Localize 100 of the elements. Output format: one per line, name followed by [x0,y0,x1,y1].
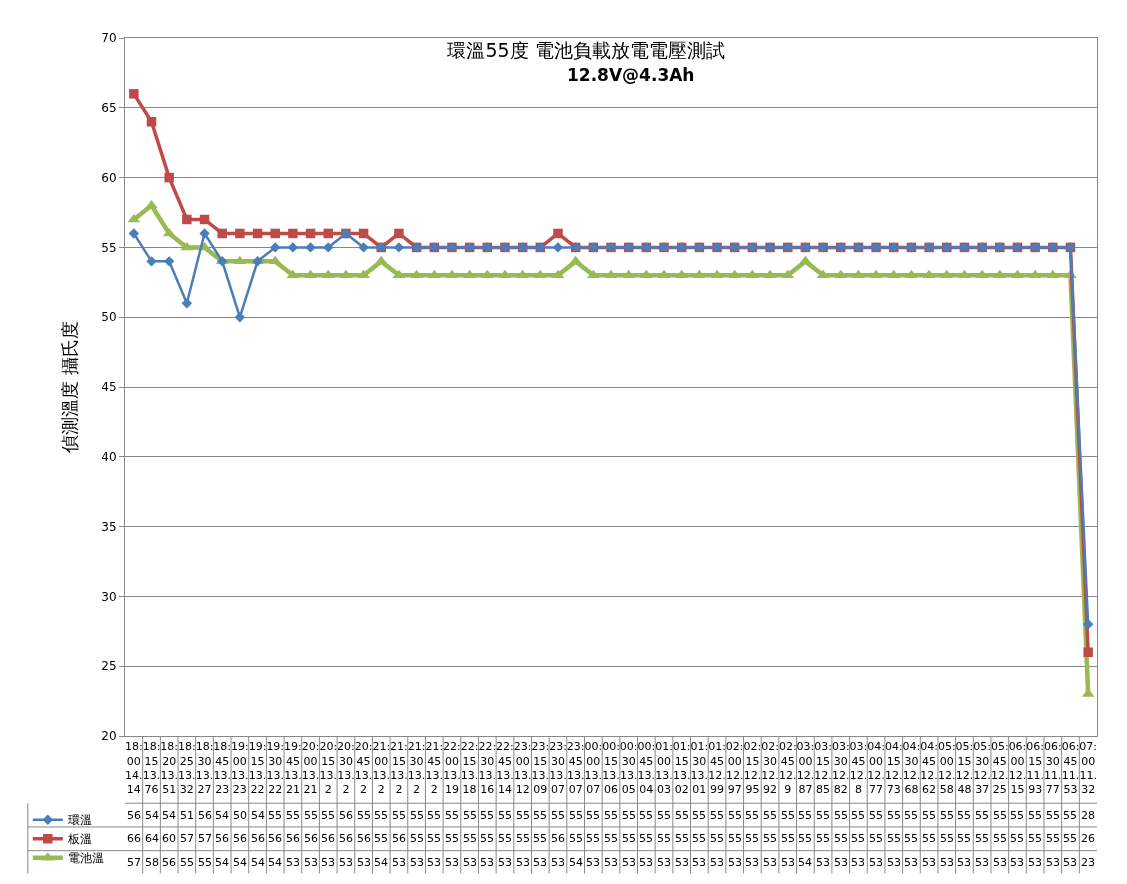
x-tick-label: 18:25 13.32 [178,740,196,797]
data-label: 55 [1010,809,1024,822]
data-label: 55 [957,809,971,822]
point [199,214,210,225]
point [164,172,174,183]
x-tick-label: 21:00 13.2 [372,740,391,797]
point [339,269,353,279]
data-label: 55 [851,809,865,822]
x-tick-label: 21:45 13.2 [425,740,444,797]
y-tick-label: 55 [101,240,117,255]
point [129,89,139,99]
data-label: 55 [463,809,477,822]
data-label: 55 [427,832,441,845]
data-label: 55 [781,832,795,845]
point [233,255,247,265]
data-label: 55 [710,809,724,822]
point [305,242,316,253]
x-tick-label: 22:00 13.19 [443,740,461,797]
x-tick-label: 21:30 13.2 [407,740,426,797]
data-label: 55 [869,809,883,822]
point [199,228,210,239]
data-label: 53 [498,856,512,869]
point [358,228,369,239]
data-label: 56 [215,832,229,845]
point [834,269,848,279]
point [234,312,246,323]
data-label: 57 [180,832,194,845]
data-label: 53 [728,856,742,869]
point [1082,619,1094,630]
point [586,269,600,279]
data-label: 55 [657,809,671,822]
legend-label: 環溫 [67,813,92,828]
x-tick-label: 22:15 13.18 [460,740,479,797]
y-tick-label: 60 [101,170,117,185]
data-label: 54 [162,809,176,822]
point [675,269,689,279]
data-label: 56 [392,832,406,845]
point [869,269,883,279]
data-label: 55 [639,809,653,822]
chart-title: 環溫55度 電池負載放電電壓測試 [447,38,725,61]
data-label: 55 [993,832,1007,845]
data-label: 55 [851,832,865,845]
data-label: 55 [922,832,936,845]
data-label: 53 [622,856,636,869]
data-label: 55 [675,832,689,845]
data-label: 50 [233,809,247,822]
x-tick-label: 23:45 13.07 [566,740,585,797]
x-tick-label: 20:15 13.2 [319,740,338,797]
data-label: 55 [728,832,742,845]
point [146,256,157,267]
point [358,242,369,253]
data-label: 28 [1081,809,1095,822]
point [181,298,193,309]
x-tick-label: 23:00 13.12 [513,740,532,797]
point [427,269,441,279]
y-tick-label: 25 [101,659,117,674]
point [252,228,263,239]
point [182,214,192,225]
data-label: 54 [798,856,812,869]
data-label: 53 [604,856,618,869]
x-tick-label: 03:00 12.87 [796,740,815,797]
data-label: 55 [445,809,459,822]
data-label: 55 [304,809,318,822]
data-label: 53 [586,856,600,869]
data-label: 53 [710,856,724,869]
data-label: 55 [940,832,954,845]
point [394,228,404,239]
point [127,213,141,223]
x-tick-label: 23:30 13.07 [549,740,567,797]
x-tick-label: 03:45 12.8 [849,740,868,797]
data-label: 53 [1046,856,1060,869]
point [693,269,706,279]
x-tick-label: 04:00 12.77 [867,740,885,797]
y-axis-title: 偵測溫度 攝氏度 [58,321,80,454]
x-tick-label: 19:30 13.22 [266,740,285,797]
point [286,269,300,279]
point [781,269,795,279]
x-tick-label: 06:45 11.53 [1061,740,1080,797]
point [516,269,529,279]
data-label: 57 [198,832,212,845]
data-label: 55 [781,809,795,822]
data-label: 53 [834,856,848,869]
data-label: 53 [904,856,918,869]
x-tick-label: 01:30 13.01 [690,740,709,797]
data-label: 56 [233,832,247,845]
data-label: 55 [904,809,918,822]
y-tick-label: 65 [101,101,117,115]
data-label: 53 [516,856,530,869]
point [905,269,918,279]
point [287,242,299,253]
data-label: 53 [745,856,759,869]
data-label: 53 [869,856,883,869]
data-label: 55 [1028,832,1042,845]
data-label: 56 [251,832,265,845]
legend-label: 板溫 [66,832,92,847]
data-label: 55 [604,809,618,822]
point [270,228,280,239]
data-label: 53 [993,856,1007,869]
data-label: 66 [127,832,141,845]
point [1046,269,1060,279]
